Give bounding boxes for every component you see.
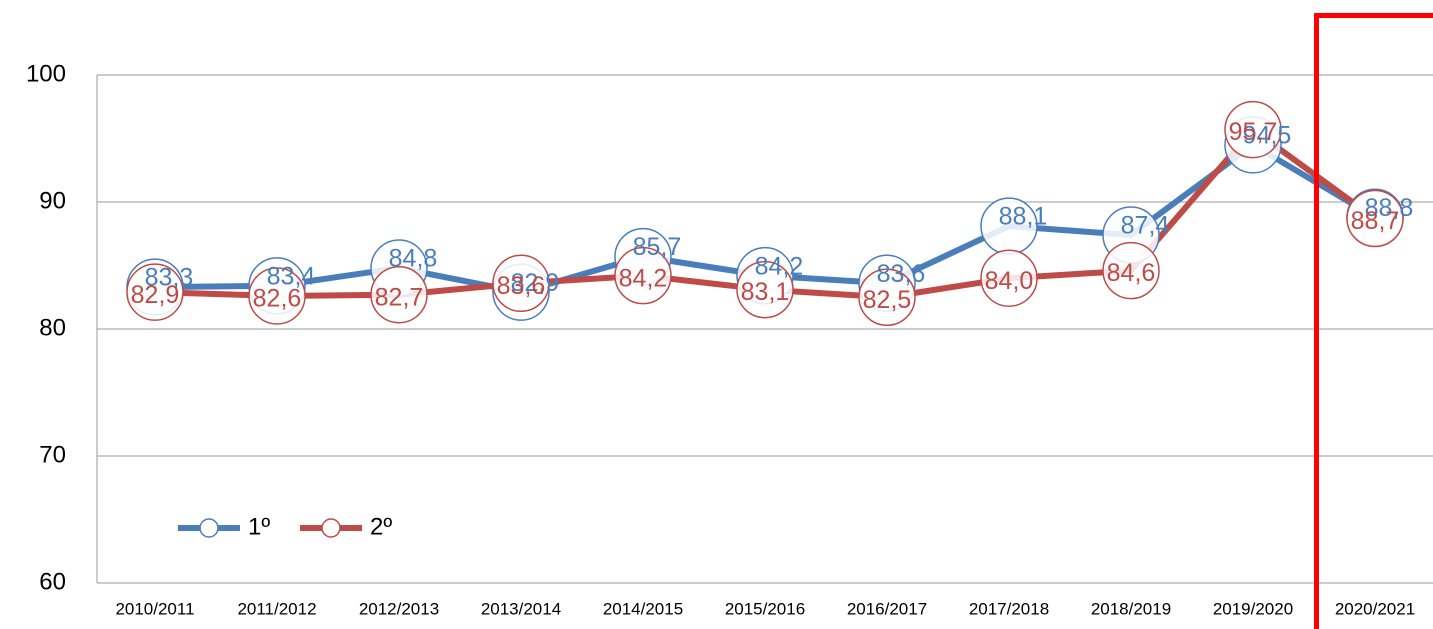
x-tick-label: 2011/2012 [237, 599, 316, 618]
x-tick-label: 2015/2016 [725, 599, 805, 618]
data-label: 83,6 [877, 260, 926, 288]
highlight-box-left [1314, 13, 1319, 629]
marker [1102, 241, 1160, 300]
marker [126, 263, 184, 321]
legend-marker [321, 518, 341, 538]
marker [370, 265, 428, 324]
data-label: 82,6 [253, 285, 302, 313]
y-tick-label: 100 [26, 60, 66, 87]
highlight-box-top [1314, 13, 1433, 18]
x-tick-label: 2012/2013 [359, 599, 439, 618]
legend-marker [199, 518, 219, 538]
data-label: 84,0 [985, 267, 1034, 295]
data-label: 83,1 [741, 278, 790, 306]
data-label: 83,4 [267, 262, 316, 290]
data-label: 84,6 [1107, 259, 1156, 287]
marker [1346, 189, 1404, 248]
marker [614, 246, 672, 305]
x-tick-label: 2020/2021 [1335, 599, 1415, 618]
data-label: 88,1 [999, 203, 1048, 231]
marker [858, 268, 916, 326]
marker [1224, 100, 1282, 159]
x-tick-label: 2014/2015 [603, 599, 683, 618]
data-label: 83,3 [145, 264, 194, 292]
plot-area: 60 70 80 90 100 2010/2011 2011/2012 2012/2013 20… [26, 60, 1433, 618]
marker [980, 249, 1038, 307]
data-label: 82,7 [375, 283, 424, 311]
data-label: 95,7 [1229, 118, 1278, 146]
x-tick-label: 2016/2017 [847, 599, 927, 618]
data-label: 82,9 [131, 281, 180, 309]
y-tick-label: 80 [39, 314, 66, 341]
x-tick-label: 2010/2011 [115, 599, 194, 618]
data-label: 82,9 [511, 269, 560, 297]
marker [492, 254, 550, 313]
marker [736, 260, 794, 319]
data-label: 84,2 [755, 252, 804, 280]
data-label: 84,2 [619, 264, 668, 292]
data-label: 83,6 [497, 272, 546, 300]
data-label: 84,8 [389, 245, 438, 273]
y-tick-label: 60 [39, 568, 66, 595]
data-label: 88,8 [1365, 194, 1414, 222]
legend-label: 2º [370, 513, 392, 540]
x-tick-label: 2017/2018 [969, 599, 1049, 618]
data-label: 82,5 [863, 286, 912, 314]
y-tick-label: 90 [39, 187, 66, 214]
x-tick-label: 2019/2020 [1213, 599, 1293, 618]
x-tick-label: 2018/2019 [1091, 599, 1171, 618]
data-label: 94,5 [1243, 121, 1292, 149]
data-label: 85,7 [633, 233, 682, 261]
y-tick-label: 70 [39, 441, 66, 468]
data-label: 87,4 [1121, 212, 1170, 240]
marker [248, 267, 306, 325]
x-tick-label: 2013/2014 [481, 599, 561, 618]
data-label: 88,7 [1351, 207, 1400, 235]
legend-label: 1º [248, 513, 270, 540]
